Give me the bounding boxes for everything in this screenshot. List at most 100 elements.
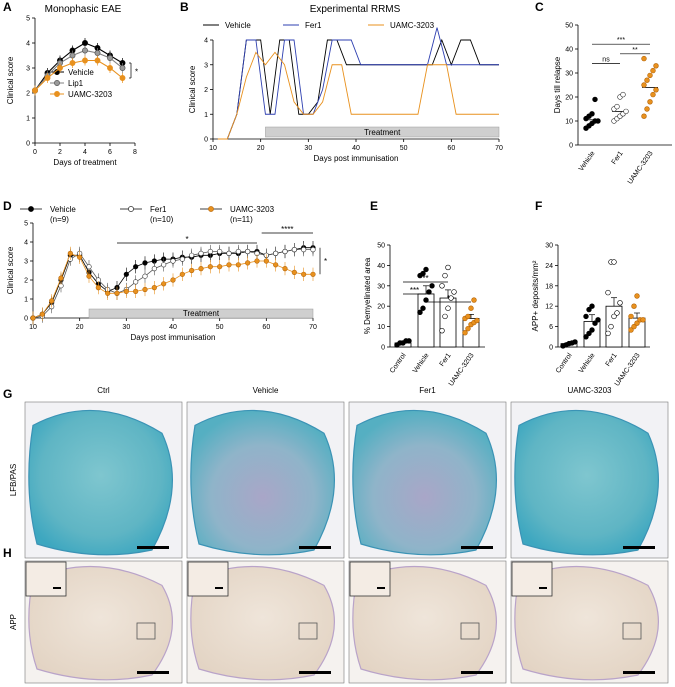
data-point bbox=[207, 264, 213, 270]
data-point bbox=[439, 327, 445, 334]
data-point bbox=[32, 87, 38, 94]
category-label: Control bbox=[555, 352, 574, 375]
data-point bbox=[151, 266, 157, 272]
legend-label: Vehicle bbox=[225, 21, 251, 30]
x-tick-label: 8 bbox=[133, 149, 137, 156]
data-point bbox=[445, 305, 451, 311]
scale-bar bbox=[623, 546, 655, 549]
data-point bbox=[310, 247, 316, 253]
data-point bbox=[310, 271, 316, 277]
x-axis-label: Days post immunisation bbox=[314, 154, 399, 163]
micrograph-lfb-pas-0 bbox=[24, 401, 183, 559]
scale-bar bbox=[299, 546, 331, 549]
significance-label: ** bbox=[632, 47, 638, 54]
data-point bbox=[423, 297, 429, 303]
y-tick-label: 24 bbox=[545, 263, 553, 270]
data-point bbox=[142, 286, 148, 293]
legend-label: Vehicle bbox=[68, 68, 94, 77]
y-tick-label: 10 bbox=[377, 324, 385, 331]
x-tick-label: 70 bbox=[495, 145, 503, 152]
inset-zoom bbox=[511, 561, 553, 597]
legend-label: UAMC-3203 bbox=[68, 90, 113, 99]
data-point bbox=[282, 266, 288, 272]
panel-letter: C bbox=[535, 0, 544, 14]
category-label: UAMC-3203 bbox=[448, 352, 476, 388]
data-point bbox=[465, 325, 471, 332]
significance-label: ns bbox=[602, 56, 610, 63]
data-point bbox=[226, 262, 232, 268]
treatment-bar bbox=[265, 126, 500, 138]
tissue-section bbox=[190, 409, 336, 556]
x-axis-label: Days post immunisation bbox=[131, 333, 216, 342]
legend-label: UAMC-3203 bbox=[230, 205, 275, 214]
data-point bbox=[58, 275, 64, 281]
panel-b-experimental-rrms: Experimental RRMS 0 1 2 3 4 10 20 30 40 50 60 70 Clin… bbox=[188, 4, 503, 163]
tissue-section bbox=[352, 409, 498, 556]
inset-region bbox=[298, 622, 318, 640]
y-tick-label: 3 bbox=[204, 62, 208, 69]
legend-label: Vehicle bbox=[50, 205, 76, 214]
data-point bbox=[406, 338, 412, 344]
data-point bbox=[592, 96, 598, 103]
data-point bbox=[595, 118, 601, 124]
data-point bbox=[67, 250, 73, 256]
scale-bar bbox=[461, 671, 493, 674]
data-point bbox=[614, 103, 620, 110]
x-tick-label: 2 bbox=[58, 149, 62, 156]
legend-marker bbox=[54, 80, 60, 86]
data-point bbox=[217, 264, 223, 270]
data-point bbox=[583, 334, 589, 340]
significance-label: * bbox=[135, 68, 138, 77]
legend-label: UAMC-3203 bbox=[390, 21, 435, 30]
data-point bbox=[592, 320, 598, 326]
data-point bbox=[189, 252, 195, 258]
data-point bbox=[95, 285, 101, 291]
treatment-label: Treatment bbox=[183, 309, 220, 318]
y-tick-label: 4 bbox=[204, 38, 208, 45]
panel-e-bar-chart: 0 10 20 30 40 50 % Demyelinated area Control Veh… bbox=[363, 243, 485, 388]
data-point bbox=[301, 271, 307, 277]
significance-label: ** bbox=[422, 274, 428, 283]
y-axis-label: APP+ deposits/mm² bbox=[531, 260, 540, 331]
legend-label: Fer1 bbox=[150, 205, 167, 214]
inset-scale-bar bbox=[215, 587, 223, 589]
y-tick-label: 0 bbox=[569, 143, 573, 150]
chart-title: Experimental RRMS bbox=[310, 4, 401, 15]
treatment-label: Treatment bbox=[364, 128, 401, 137]
bar bbox=[439, 297, 457, 348]
data-point bbox=[198, 250, 204, 256]
data-point bbox=[644, 106, 650, 112]
data-point bbox=[631, 303, 637, 309]
inset-zoom bbox=[25, 561, 67, 597]
data-point bbox=[30, 315, 36, 321]
y-tick-label: 2 bbox=[204, 87, 208, 94]
x-tick-label: 6 bbox=[108, 149, 112, 156]
data-point bbox=[217, 248, 223, 255]
data-point bbox=[114, 290, 120, 296]
tissue-section bbox=[28, 409, 174, 556]
data-point bbox=[273, 262, 279, 268]
data-point bbox=[86, 273, 92, 279]
data-point bbox=[39, 311, 45, 317]
y-tick-label: 3 bbox=[26, 66, 30, 73]
inset-zoom bbox=[349, 561, 391, 597]
data-point bbox=[631, 323, 637, 330]
inset-scale-bar bbox=[539, 587, 547, 589]
data-point bbox=[611, 313, 617, 320]
data-point bbox=[86, 264, 92, 270]
panel-letter: D bbox=[3, 199, 12, 213]
data-point bbox=[273, 250, 279, 256]
data-point bbox=[611, 259, 617, 265]
y-tick-label: 20 bbox=[565, 95, 573, 102]
category-label: Vehicle bbox=[412, 352, 431, 375]
x-tick-label: 30 bbox=[304, 145, 312, 152]
data-point bbox=[417, 309, 423, 316]
data-point bbox=[142, 273, 148, 279]
data-point bbox=[589, 303, 595, 309]
data-point bbox=[161, 281, 167, 287]
data-point bbox=[245, 248, 251, 255]
category-label: Vehicle bbox=[578, 150, 597, 173]
inset-region bbox=[460, 622, 480, 640]
micrograph-lfb-pas-1 bbox=[186, 401, 345, 559]
data-point bbox=[82, 57, 88, 64]
